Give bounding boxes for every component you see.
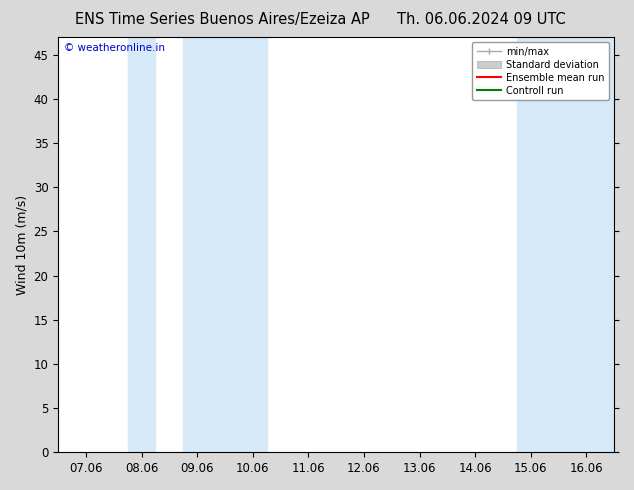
- Bar: [183, 37, 267, 452]
- Legend: min/max, Standard deviation, Ensemble mean run, Controll run: min/max, Standard deviation, Ensemble me…: [472, 42, 609, 100]
- Text: © weatheronline.in: © weatheronline.in: [63, 43, 165, 53]
- Text: ENS Time Series Buenos Aires/Ezeiza AP: ENS Time Series Buenos Aires/Ezeiza AP: [75, 12, 369, 27]
- Text: Th. 06.06.2024 09 UTC: Th. 06.06.2024 09 UTC: [398, 12, 566, 27]
- Bar: [127, 37, 155, 452]
- Y-axis label: Wind 10m (m/s): Wind 10m (m/s): [15, 195, 28, 294]
- Bar: [517, 37, 614, 452]
